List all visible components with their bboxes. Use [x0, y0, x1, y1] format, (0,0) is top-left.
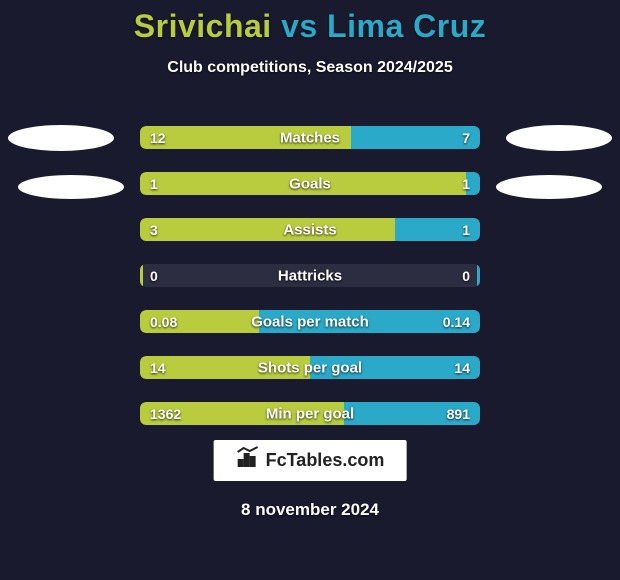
- title-vs: vs: [281, 8, 318, 44]
- logo-text: FcTables.com: [266, 450, 385, 471]
- footer-date: 8 november 2024: [0, 500, 620, 520]
- stat-value-left: 12: [150, 130, 166, 146]
- title-player1: Srivichai: [134, 8, 272, 44]
- stat-value-right: 1: [462, 222, 470, 238]
- player2-avatar-placeholder: [506, 125, 612, 151]
- stat-row: Goals 1 1: [140, 172, 480, 195]
- stat-value-left: 0.08: [150, 314, 177, 330]
- player1-avatar-shadow: [18, 175, 124, 199]
- stat-value-left: 14: [150, 360, 166, 376]
- stat-label: Goals: [289, 175, 331, 192]
- stats-bars: Matches 12 7 Goals 1 1 Assists 3 1 Hattricks 0 0 Goa…: [140, 126, 480, 448]
- subtitle: Club competitions, Season 2024/2025: [0, 59, 620, 77]
- player2-avatar-shadow: [496, 175, 602, 199]
- stat-row: Min per goal 1362 891: [140, 402, 480, 425]
- title: Srivichai vs Lima Cruz: [0, 0, 620, 45]
- logo-box[interactable]: FcTables.com: [214, 440, 407, 481]
- title-player2: Lima Cruz: [327, 8, 486, 44]
- stat-label: Hattricks: [278, 267, 342, 284]
- chart-icon: [236, 446, 260, 475]
- stat-row: Goals per match 0.08 0.14: [140, 310, 480, 333]
- stat-label: Goals per match: [251, 313, 369, 330]
- stat-row: Matches 12 7: [140, 126, 480, 149]
- stat-bar-left: [140, 264, 143, 287]
- stat-value-left: 1: [150, 176, 158, 192]
- stat-value-right: 7: [462, 130, 470, 146]
- stat-value-left: 3: [150, 222, 158, 238]
- stat-value-right: 0: [462, 268, 470, 284]
- stat-value-left: 1362: [150, 406, 181, 422]
- stat-value-right: 14: [454, 360, 470, 376]
- stat-label: Shots per goal: [258, 359, 362, 376]
- stat-bar-left: [140, 218, 395, 241]
- stat-row: Assists 3 1: [140, 218, 480, 241]
- stat-row: Hattricks 0 0: [140, 264, 480, 287]
- stat-label: Matches: [280, 129, 340, 146]
- stat-value-right: 0.14: [443, 314, 470, 330]
- stat-label: Assists: [283, 221, 336, 238]
- stat-value-right: 891: [447, 406, 470, 422]
- stat-row: Shots per goal 14 14: [140, 356, 480, 379]
- player1-avatar-placeholder: [8, 125, 114, 151]
- stat-label: Min per goal: [266, 405, 354, 422]
- stat-bar-right: [351, 126, 480, 149]
- stat-bar-right: [477, 264, 480, 287]
- stat-value-left: 0: [150, 268, 158, 284]
- stat-value-right: 1: [462, 176, 470, 192]
